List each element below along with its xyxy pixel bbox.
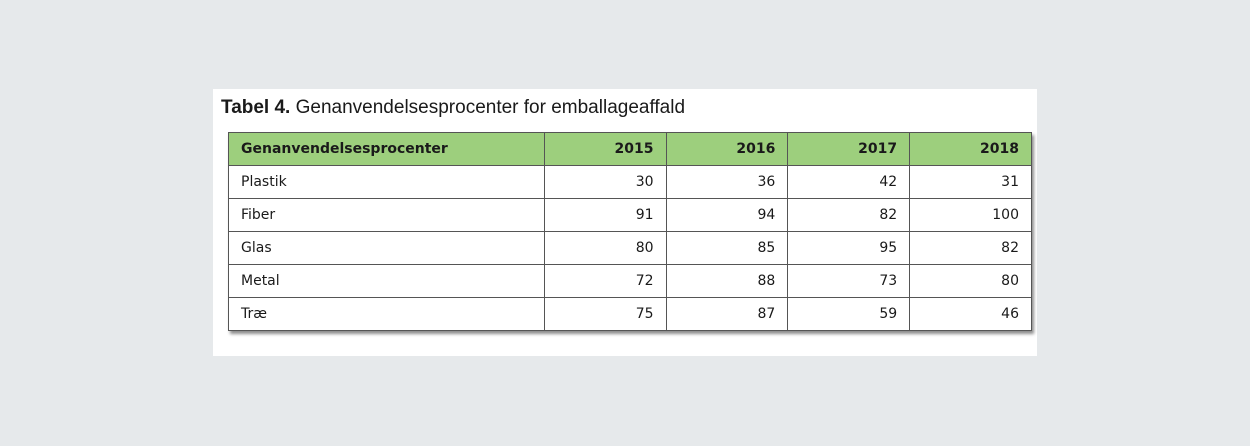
value-cell: 75: [543, 297, 667, 331]
value-cell: 46: [909, 297, 1032, 331]
header-cell-2017: 2017: [787, 132, 911, 166]
value-cell: 72: [543, 264, 667, 298]
value-cell: 36: [665, 165, 789, 199]
value-cell: 73: [787, 264, 911, 298]
caption-title: Genanvendelsesprocenter for emballageaff…: [295, 97, 686, 118]
value-cell: 59: [787, 297, 911, 331]
value-cell: 94: [665, 198, 789, 232]
row-label-cell: Træ: [228, 297, 545, 331]
value-cell: 95: [787, 231, 911, 265]
table-row: Plastik 30 36 42 31: [228, 165, 1032, 199]
value-cell: 30: [543, 165, 667, 199]
header-cell-2018: 2018: [909, 132, 1032, 166]
value-cell: 87: [665, 297, 789, 331]
row-label-cell: Fiber: [228, 198, 545, 232]
value-cell: 82: [787, 198, 911, 232]
header-cell-2015: 2015: [543, 132, 667, 166]
value-cell: 91: [543, 198, 667, 232]
row-label-cell: Glas: [228, 231, 545, 265]
value-cell: 80: [909, 264, 1032, 298]
table-row: Glas 80 85 95 82: [228, 231, 1032, 265]
header-cell-2016: 2016: [665, 132, 789, 166]
value-cell: 85: [665, 231, 789, 265]
row-label-cell: Plastik: [228, 165, 545, 199]
table-caption: Tabel 4. Genanvendelsesprocenter for emb…: [221, 97, 685, 119]
value-cell: 31: [909, 165, 1032, 199]
table-row: Metal 72 88 73 80: [228, 264, 1032, 298]
value-cell: 82: [909, 231, 1032, 265]
caption-lead: Tabel 4.: [221, 97, 291, 118]
data-table: Genanvendelsesprocenter 2015 2016 2017 2…: [228, 132, 1032, 331]
table-row: Fiber 91 94 82 100: [228, 198, 1032, 232]
document-card: Tabel 4. Genanvendelsesprocenter for emb…: [213, 89, 1037, 356]
header-cell-label: Genanvendelsesprocenter: [228, 132, 545, 166]
value-cell: 80: [543, 231, 667, 265]
table-row: Træ 75 87 59 46: [228, 297, 1032, 331]
value-cell: 88: [665, 264, 789, 298]
row-label-cell: Metal: [228, 264, 545, 298]
value-cell: 42: [787, 165, 911, 199]
value-cell: 100: [909, 198, 1032, 232]
table-header-row: Genanvendelsesprocenter 2015 2016 2017 2…: [228, 132, 1032, 166]
